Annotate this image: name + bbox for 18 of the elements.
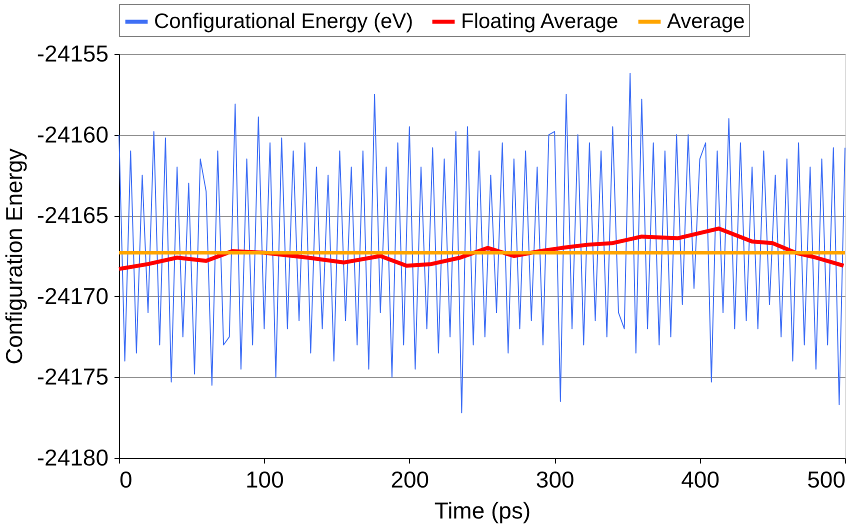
y-tick-label: -24160 [36, 121, 108, 148]
x-tick-label: 0 [120, 466, 132, 492]
legend-label: Average [667, 10, 745, 33]
legend-label: Configurational Energy (eV) [154, 10, 414, 33]
y-tick-label: -24175 [36, 364, 108, 390]
x-tick-label: 400 [681, 466, 720, 492]
legend-label: Floating Average [461, 10, 618, 33]
y-axis-title: Configuration Energy [0, 148, 27, 365]
y-tick-label: -24180 [36, 444, 108, 470]
line-series [118, 72, 846, 414]
y-tick-label: -24155 [36, 40, 108, 66]
x-tick-label: 300 [536, 466, 574, 492]
y-tick-label: -24170 [36, 282, 108, 309]
x-tick-label: 200 [390, 466, 430, 492]
x-axis-title: Time (ps) [434, 498, 531, 524]
x-tick-label: 500 [807, 466, 846, 492]
y-tick-label: -24165 [36, 202, 108, 228]
x-tick-label: 100 [246, 466, 284, 492]
